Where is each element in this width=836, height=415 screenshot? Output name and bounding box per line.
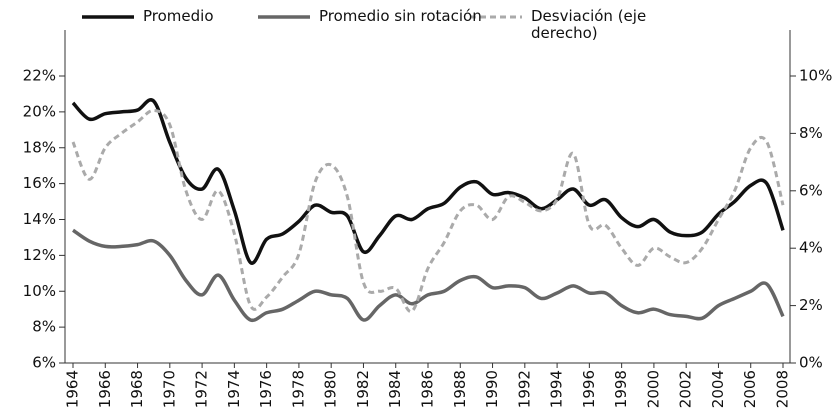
x-tick-label: 1984 bbox=[386, 370, 404, 408]
y-tick-label: 14% bbox=[23, 210, 56, 228]
y2-tick-label: 0% bbox=[799, 354, 823, 372]
x-tick-label: 1996 bbox=[580, 370, 598, 408]
y2-tick-label: 8% bbox=[799, 124, 823, 142]
x-tick-label: 1992 bbox=[515, 370, 533, 408]
x-tick-label: 2006 bbox=[741, 370, 759, 408]
legend-label: Promedio bbox=[143, 7, 214, 25]
y-tick-label: 22% bbox=[23, 67, 56, 85]
y-tick-label: 10% bbox=[23, 282, 56, 300]
x-tick-label: 1970 bbox=[160, 370, 178, 408]
y-tick-label: 20% bbox=[23, 102, 56, 120]
x-tick-label: 2004 bbox=[709, 370, 727, 408]
x-tick-label: 1980 bbox=[322, 370, 340, 408]
y-tick-label: 16% bbox=[23, 174, 56, 192]
y-tick-label: 18% bbox=[23, 138, 56, 156]
y2-tick-label: 6% bbox=[799, 181, 823, 199]
series-line bbox=[72, 228, 785, 323]
x-tick-label: 1986 bbox=[419, 370, 437, 408]
legend-label: Promedio sin rotación bbox=[319, 7, 482, 25]
y-tick-label: 6% bbox=[32, 354, 56, 372]
y-tick-label: 8% bbox=[32, 318, 56, 336]
x-tick-label: 1978 bbox=[289, 370, 307, 408]
y2-tick-label: 2% bbox=[799, 296, 823, 314]
series-line bbox=[71, 98, 785, 265]
y-tick-label: 12% bbox=[23, 246, 56, 264]
x-tick-label: 1966 bbox=[96, 370, 114, 408]
x-tick-label: 1990 bbox=[483, 370, 501, 408]
x-tick-label: 2000 bbox=[644, 370, 662, 408]
x-tick-label: 1974 bbox=[225, 370, 243, 408]
x-tick-label: 1988 bbox=[451, 370, 469, 408]
x-tick-label: 2008 bbox=[774, 370, 792, 408]
y2-tick-label: 10% bbox=[799, 67, 832, 85]
x-tick-label: 1994 bbox=[548, 370, 566, 408]
x-tick-label: 2002 bbox=[677, 370, 695, 408]
y2-tick-label: 4% bbox=[799, 239, 823, 257]
legend-label: Desviación (eje derecho) bbox=[531, 7, 647, 42]
x-tick-label: 1976 bbox=[257, 370, 275, 408]
x-tick-label: 1982 bbox=[354, 370, 372, 408]
x-tick-label: 1964 bbox=[64, 370, 82, 408]
x-tick-label: 1972 bbox=[193, 370, 211, 408]
series-line bbox=[71, 108, 785, 313]
x-tick-label: 1998 bbox=[612, 370, 630, 408]
x-tick-label: 1968 bbox=[128, 370, 146, 408]
